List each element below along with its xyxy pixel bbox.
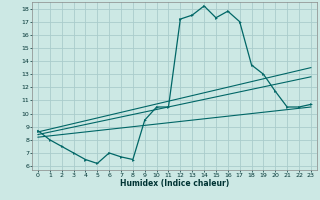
X-axis label: Humidex (Indice chaleur): Humidex (Indice chaleur) (120, 179, 229, 188)
